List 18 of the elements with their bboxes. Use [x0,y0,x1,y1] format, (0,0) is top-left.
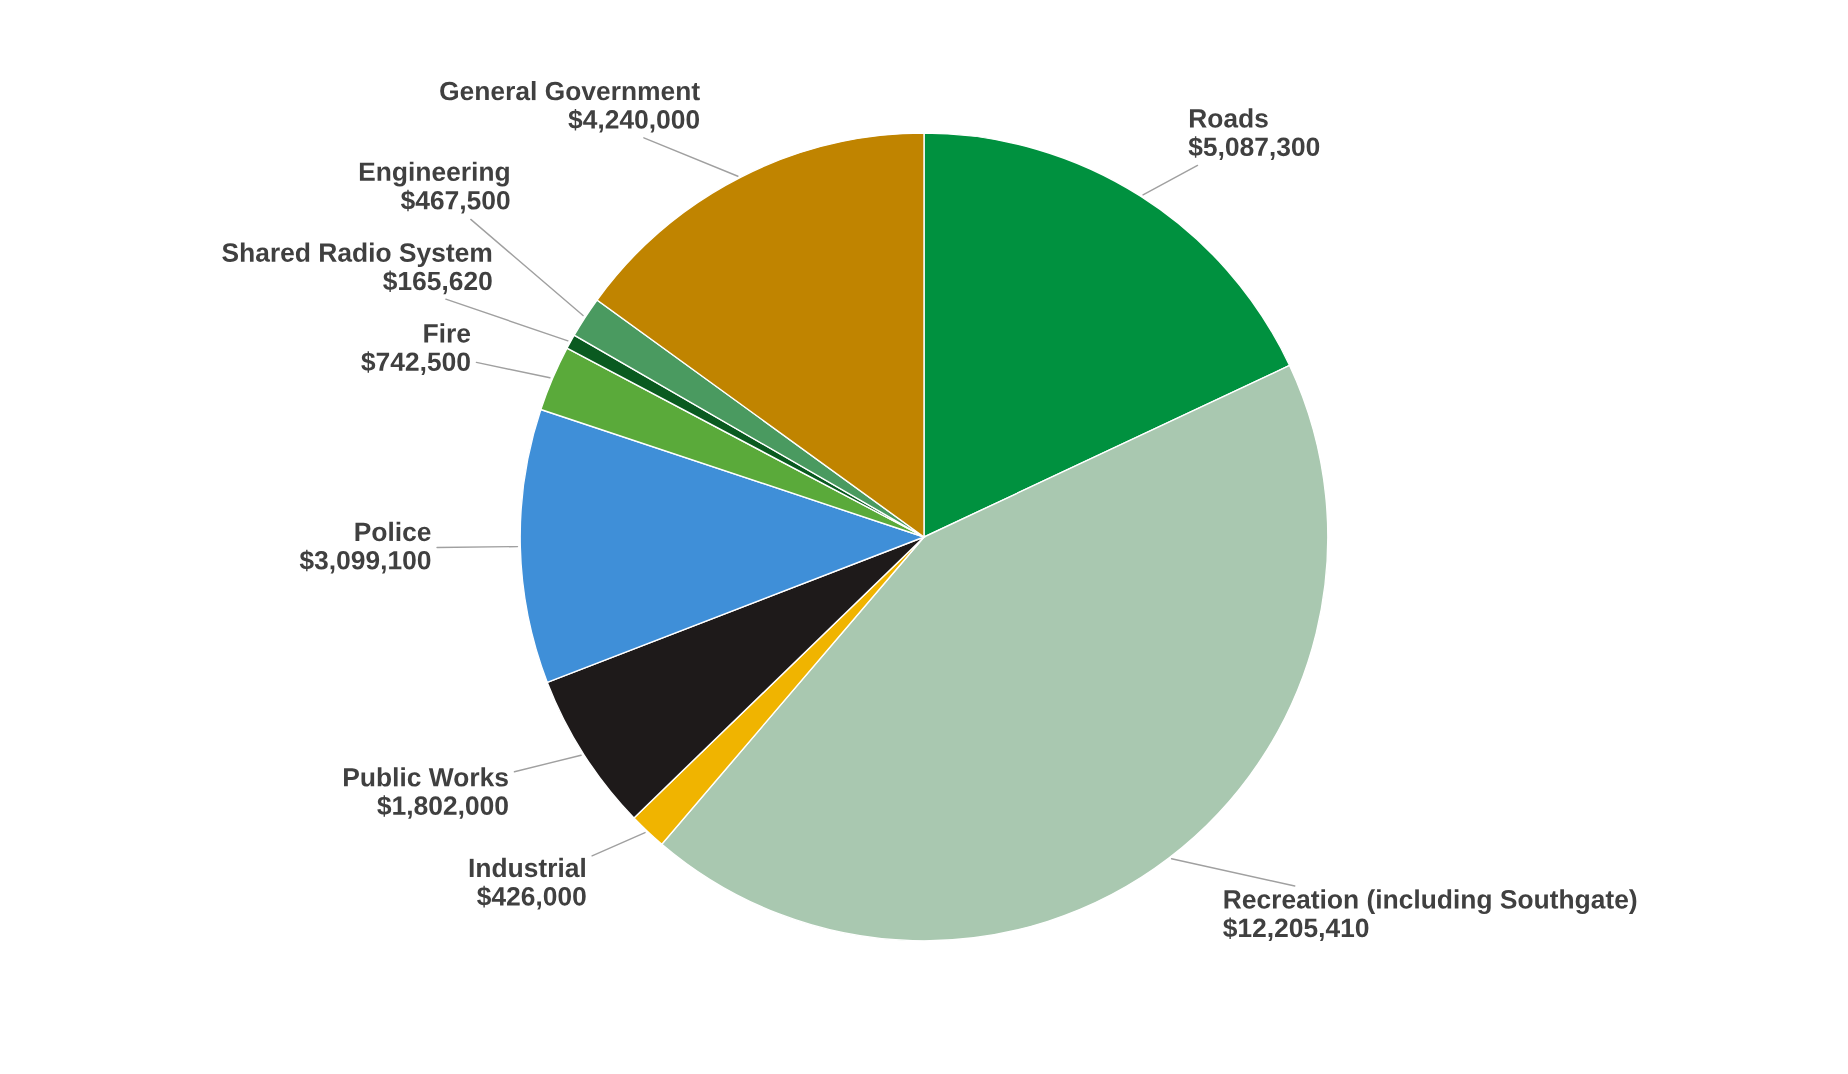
data-label: $12,205,410 [1223,917,1369,942]
slice-label: Roads [1189,108,1268,128]
slice-label: Fire [424,323,471,343]
data-label: $467,500 [400,189,510,214]
data-label: $5,087,300 [1188,136,1320,160]
data-label: $1,802,000 [377,795,508,819]
data-label: $4,240,000 [568,108,700,133]
slice-label: Industrial [469,857,585,878]
data-label: $742,500 [361,351,470,375]
slice-label: Engineering [359,161,509,187]
data-label: $426,000 [477,885,586,910]
slice-label: Recreation (including Southgate) [1224,889,1637,915]
data-label: $165,620 [383,270,492,295]
slice-label: Police [355,521,431,542]
slice-label: Public Works [344,767,508,787]
slice-label: Shared Radio System [222,242,492,268]
data-label: $3,099,100 [299,549,431,574]
slice-label: General Government [440,80,700,101]
